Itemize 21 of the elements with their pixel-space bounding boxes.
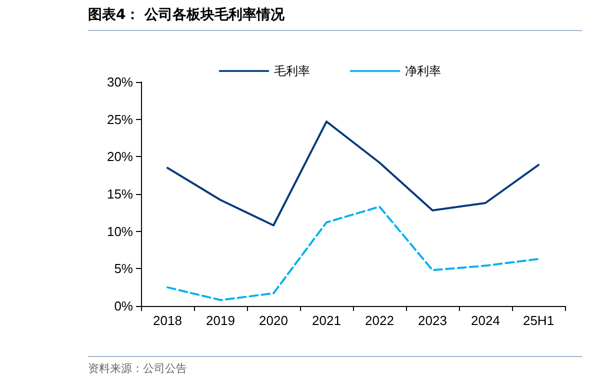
- text: 资料来源：公司公告: [88, 356, 582, 376]
- y-tick-label: 30%: [106, 74, 134, 90]
- y-tick-label: 20%: [106, 149, 134, 164]
- x-tick-label: 25H1: [522, 313, 554, 328]
- legend-label: 毛利率: [274, 64, 310, 78]
- y-tick-label: 10%: [106, 224, 134, 239]
- x-tick-label: 2020: [259, 313, 288, 328]
- x-tick-label: 2022: [365, 313, 394, 328]
- y-tick-label: 0%: [114, 298, 134, 314]
- x-tick-label: 2021: [312, 313, 341, 328]
- y-tick-label: 25%: [106, 112, 134, 127]
- x-tick-label: 2023: [418, 313, 447, 328]
- x-tick-label: 2024: [471, 313, 500, 328]
- chart-title: 图表4： 公司各板块毛利率情况: [88, 6, 582, 31]
- y-tick-label: 5%: [114, 261, 134, 276]
- legend-label: 净利率: [405, 64, 441, 78]
- x-tick-label: 2018: [153, 313, 182, 328]
- line-series: [166, 120, 540, 226]
- y-tick-label: 15%: [106, 186, 134, 202]
- line-series: [166, 206, 540, 302]
- x-tick-label: 2019: [206, 313, 235, 328]
